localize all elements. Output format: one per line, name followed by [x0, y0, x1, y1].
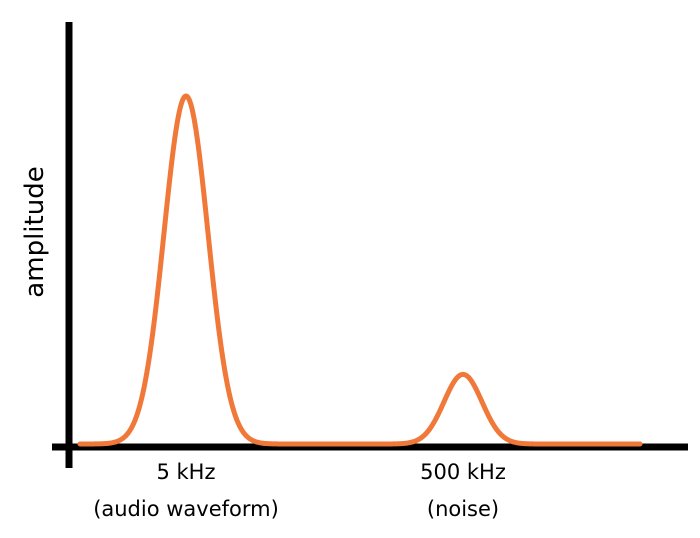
tick-label-5khz-note: (audio waveform) — [93, 497, 279, 521]
y-axis-label: amplitude — [20, 166, 50, 297]
tick-label-500khz: 500 kHz — [420, 460, 506, 484]
tick-label-500khz-note: (noise) — [427, 497, 499, 521]
spectrum-curve — [77, 93, 643, 447]
tick-label-5khz: 5 kHz — [156, 460, 215, 484]
